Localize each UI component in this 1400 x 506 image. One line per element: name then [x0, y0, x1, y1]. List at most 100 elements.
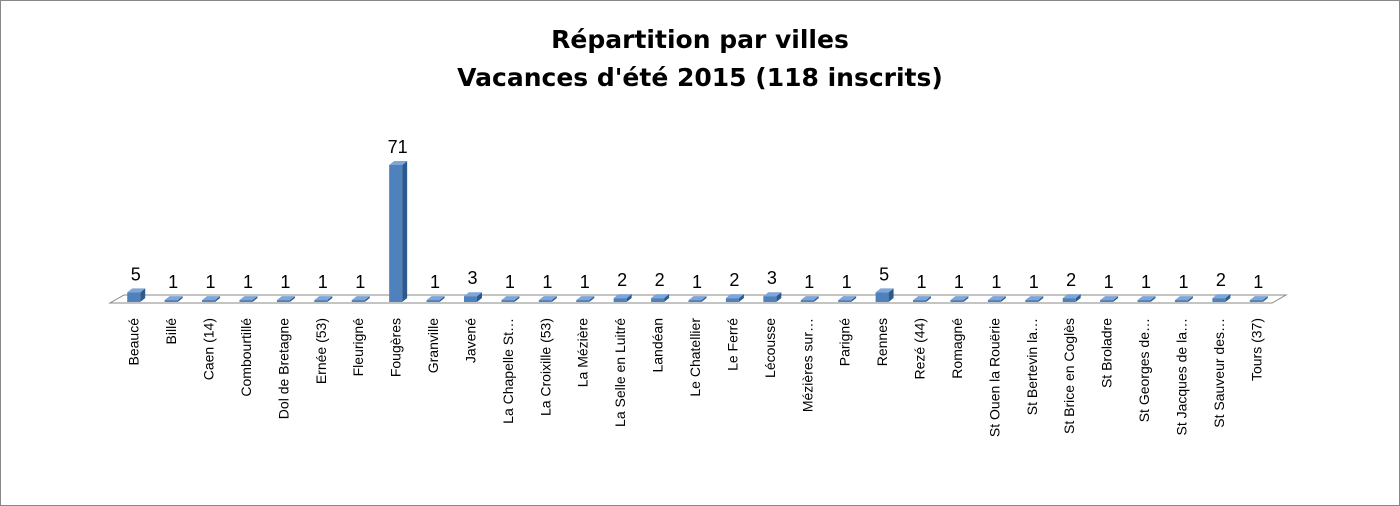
bar-top [1100, 296, 1119, 301]
value-label: 3 [767, 268, 777, 288]
value-label: 5 [879, 264, 889, 284]
x-tick-label: La Mézière [575, 318, 591, 387]
value-label: 1 [804, 272, 814, 292]
value-label: 1 [505, 272, 515, 292]
x-tick-label: Beaucé [126, 318, 142, 366]
bar [613, 298, 627, 302]
bar [127, 292, 141, 302]
bar-side [851, 296, 857, 302]
bar-side [926, 296, 932, 302]
x-tick-label: St Jacques de la… [1173, 318, 1189, 436]
bar [913, 300, 927, 302]
bar-side [1262, 296, 1268, 302]
value-label: 1 [542, 272, 552, 292]
value-label: 1 [355, 272, 365, 292]
bar [987, 300, 1001, 302]
bar [725, 298, 739, 302]
bar-top [1174, 296, 1193, 301]
bar [1174, 300, 1188, 302]
value-label: 1 [243, 272, 253, 292]
bar-side [177, 296, 183, 302]
bar-side [626, 294, 632, 302]
bar-side [439, 296, 445, 302]
value-label: 2 [1066, 270, 1076, 290]
x-tick-label: Dol de Bretagne [275, 318, 291, 419]
bar-side [1113, 296, 1119, 302]
bar-side [1075, 294, 1081, 302]
bar [800, 300, 814, 302]
value-label: 1 [1178, 272, 1188, 292]
bar-side [1225, 294, 1231, 302]
x-tick-label: Fleurigné [350, 318, 366, 377]
bar [501, 300, 515, 302]
bar-top [987, 296, 1006, 301]
x-tick-label: Parigné [837, 318, 853, 366]
value-label: 1 [1253, 272, 1263, 292]
x-tick-label: Mézières sur… [799, 318, 815, 412]
bar-side [1150, 296, 1156, 302]
bar-top [501, 296, 520, 301]
bar-top [651, 294, 670, 299]
bar [276, 300, 290, 302]
chart-subtitle: Vacances d'été 2015 (118 inscrits) [457, 63, 943, 92]
value-label: 1 [917, 272, 927, 292]
bar [351, 300, 365, 302]
bar [164, 300, 178, 302]
x-tick-label: Le Ferré [724, 318, 740, 371]
bar-side [589, 296, 595, 302]
bar-side [701, 296, 707, 302]
bar [239, 300, 253, 302]
chart-title: Répartition par villes [551, 25, 849, 54]
bar-top [239, 296, 258, 301]
bar [1100, 300, 1114, 302]
bar-top [1137, 296, 1156, 301]
x-tick-label: Javené [462, 318, 478, 363]
bar-top [164, 296, 183, 301]
bar-top [725, 294, 744, 299]
value-label: 1 [991, 272, 1001, 292]
value-label: 1 [430, 272, 440, 292]
bar [538, 300, 552, 302]
bar-side [963, 296, 969, 302]
bar-top [688, 296, 707, 301]
bar [426, 300, 440, 302]
bar-top [838, 296, 857, 301]
bar-top [202, 296, 221, 301]
bar-side [813, 296, 819, 302]
bar-side [252, 296, 258, 302]
value-label: 1 [692, 272, 702, 292]
value-label: 1 [1029, 272, 1039, 292]
x-tick-label: St Sauveur des… [1211, 318, 1227, 428]
x-tick-label: La Chapelle St… [500, 318, 516, 424]
value-label: 2 [617, 270, 627, 290]
x-tick-label: Landéan [650, 318, 666, 373]
bar-side [514, 296, 520, 302]
x-tick-label: Le Chatellier [687, 318, 703, 397]
bar-top [1062, 294, 1081, 299]
x-tick-label: Combourtillé [238, 318, 254, 397]
bar-top [763, 292, 782, 297]
bar [838, 300, 852, 302]
x-tick-label: Granville [425, 318, 441, 373]
bar-side [402, 161, 408, 302]
bar-side [551, 296, 557, 302]
x-tick-label: Lécousse [762, 318, 778, 378]
bar [1212, 298, 1226, 302]
bar-side [738, 294, 744, 302]
value-label: 1 [318, 272, 328, 292]
bar-side [1038, 296, 1044, 302]
bar-side [888, 288, 894, 302]
value-label: 1 [280, 272, 290, 292]
bar-top [1212, 294, 1231, 299]
value-label: 3 [467, 268, 477, 288]
x-tick-label: Romagné [949, 318, 965, 379]
bar [875, 292, 889, 302]
bar-top [950, 296, 969, 301]
value-label: 2 [1216, 270, 1226, 290]
bar-top [426, 296, 445, 301]
bar [651, 298, 665, 302]
bar-top [613, 294, 632, 299]
bar-top [1025, 296, 1044, 301]
